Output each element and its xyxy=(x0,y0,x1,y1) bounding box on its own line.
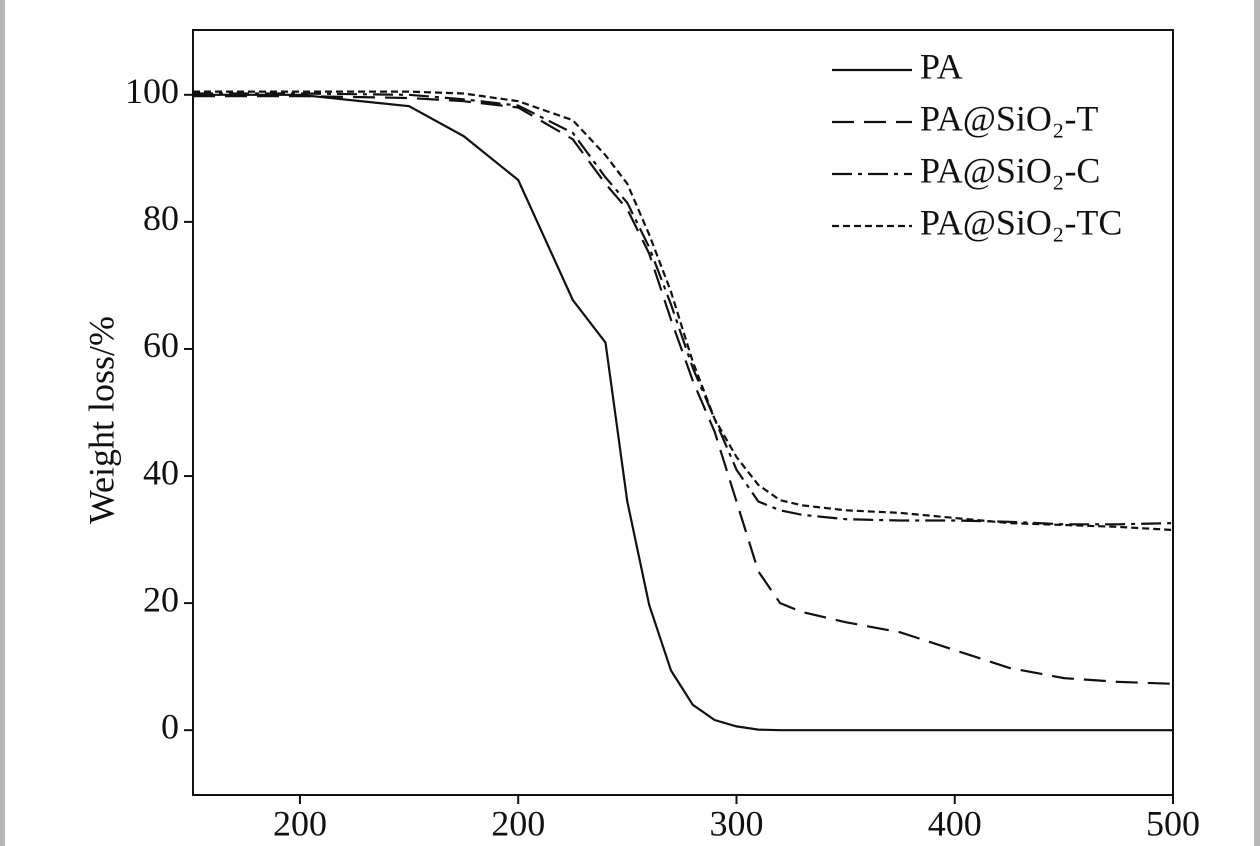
x-tick-label: 500 xyxy=(1146,803,1200,843)
legend-label: PA@SiO₂-TC xyxy=(920,202,1122,242)
frame-edge xyxy=(1254,0,1260,846)
y-tick-label: 60 xyxy=(143,325,179,365)
frame-edge xyxy=(0,0,5,846)
y-axis-label: Weight loss/% xyxy=(81,316,121,524)
series-line xyxy=(193,93,1173,732)
series-line xyxy=(193,92,1173,526)
y-tick-label: 40 xyxy=(143,452,179,492)
series-line xyxy=(193,95,1173,685)
y-tick-label: 0 xyxy=(161,706,179,746)
y-tick-label: 100 xyxy=(125,71,179,111)
y-tick-label: 80 xyxy=(143,198,179,238)
y-tick-label: 20 xyxy=(143,579,179,619)
plot-frame xyxy=(192,29,1174,796)
legend-label: PA@SiO₂-C xyxy=(920,150,1100,190)
legend-label: PA@SiO₂-T xyxy=(920,98,1098,138)
series-line xyxy=(193,90,1173,532)
x-tick-label: 200 xyxy=(491,803,545,843)
x-tick-label: 200 xyxy=(273,803,327,843)
legend-label: PA xyxy=(920,46,963,86)
x-tick-label: 300 xyxy=(709,803,763,843)
x-tick-label: 400 xyxy=(928,803,982,843)
